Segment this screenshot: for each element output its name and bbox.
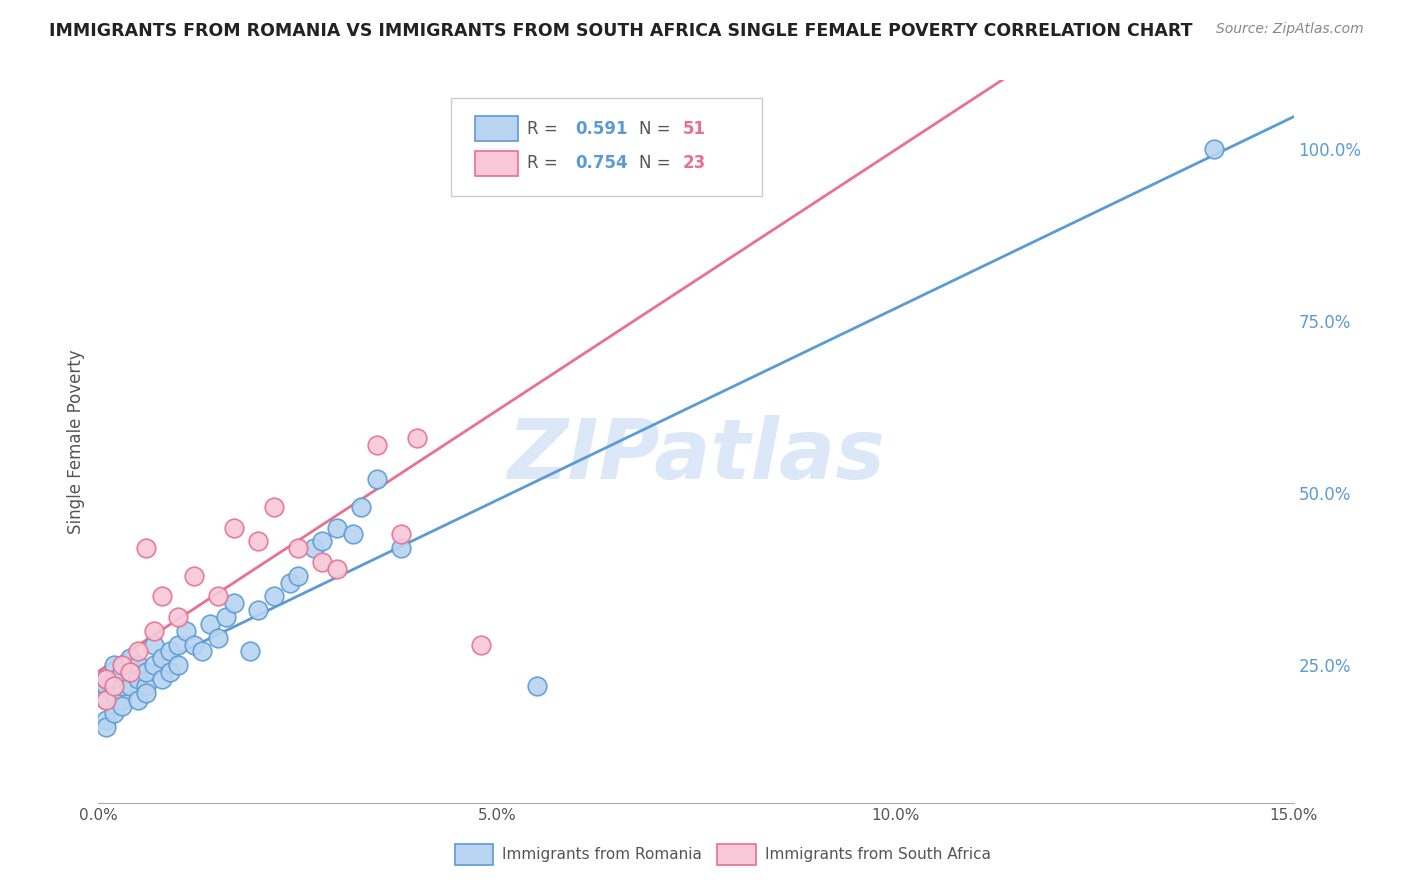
Point — [111, 665, 134, 679]
Point — [127, 658, 149, 673]
Point — [470, 638, 492, 652]
Point — [135, 686, 157, 700]
Text: N =: N = — [638, 120, 675, 137]
Point — [263, 500, 285, 514]
Point — [103, 672, 125, 686]
FancyBboxPatch shape — [454, 845, 494, 865]
Point — [167, 658, 190, 673]
Point — [96, 692, 118, 706]
Text: 0.754: 0.754 — [575, 154, 628, 172]
Point — [311, 555, 333, 569]
FancyBboxPatch shape — [451, 98, 762, 196]
Point — [159, 644, 181, 658]
Point — [167, 638, 190, 652]
Point — [111, 692, 134, 706]
Point — [103, 658, 125, 673]
Text: R =: R = — [527, 120, 564, 137]
Point — [263, 590, 285, 604]
Text: 0.591: 0.591 — [575, 120, 627, 137]
Point — [174, 624, 197, 638]
Point — [103, 706, 125, 721]
FancyBboxPatch shape — [475, 151, 517, 176]
Point — [96, 692, 118, 706]
Point — [143, 658, 166, 673]
Point — [326, 562, 349, 576]
Point — [150, 672, 173, 686]
Point — [246, 603, 269, 617]
Point — [287, 568, 309, 582]
Point — [150, 651, 173, 665]
Point — [135, 665, 157, 679]
Point — [135, 679, 157, 693]
Point — [111, 679, 134, 693]
Text: R =: R = — [527, 154, 564, 172]
Point — [350, 500, 373, 514]
Point — [1202, 142, 1225, 156]
Point — [120, 651, 142, 665]
FancyBboxPatch shape — [717, 845, 756, 865]
Point — [135, 541, 157, 556]
Point — [207, 590, 229, 604]
Text: Source: ZipAtlas.com: Source: ZipAtlas.com — [1216, 22, 1364, 37]
Point — [120, 665, 142, 679]
Point — [207, 631, 229, 645]
Point — [96, 720, 118, 734]
Point — [96, 672, 118, 686]
Point — [111, 658, 134, 673]
Point — [311, 534, 333, 549]
Point — [143, 624, 166, 638]
Point — [159, 665, 181, 679]
Text: Immigrants from South Africa: Immigrants from South Africa — [765, 847, 991, 863]
Y-axis label: Single Female Poverty: Single Female Poverty — [66, 350, 84, 533]
Point — [103, 686, 125, 700]
Point — [111, 699, 134, 714]
Point — [120, 679, 142, 693]
Point — [342, 527, 364, 541]
Point — [96, 679, 118, 693]
Text: IMMIGRANTS FROM ROMANIA VS IMMIGRANTS FROM SOUTH AFRICA SINGLE FEMALE POVERTY CO: IMMIGRANTS FROM ROMANIA VS IMMIGRANTS FR… — [49, 22, 1192, 40]
Point — [389, 527, 412, 541]
Point — [406, 431, 429, 445]
Point — [302, 541, 325, 556]
Point — [366, 472, 388, 486]
Point — [222, 596, 245, 610]
FancyBboxPatch shape — [475, 117, 517, 141]
Point — [191, 644, 214, 658]
Point — [215, 610, 238, 624]
Point — [278, 575, 301, 590]
Point — [143, 638, 166, 652]
Point — [103, 679, 125, 693]
Text: 23: 23 — [683, 154, 706, 172]
Point — [685, 142, 707, 156]
Point — [150, 590, 173, 604]
Point — [239, 644, 262, 658]
Point — [198, 616, 221, 631]
Point — [246, 534, 269, 549]
Point — [526, 679, 548, 693]
Text: ZIPatlas: ZIPatlas — [508, 416, 884, 497]
Text: 51: 51 — [683, 120, 706, 137]
Point — [96, 672, 118, 686]
Point — [326, 520, 349, 534]
Point — [183, 568, 205, 582]
Point — [96, 713, 118, 727]
Point — [287, 541, 309, 556]
Point — [183, 638, 205, 652]
Point — [167, 610, 190, 624]
Point — [127, 692, 149, 706]
Point — [222, 520, 245, 534]
Point — [127, 672, 149, 686]
Point — [366, 438, 388, 452]
Point — [120, 665, 142, 679]
Text: Immigrants from Romania: Immigrants from Romania — [502, 847, 702, 863]
Point — [127, 644, 149, 658]
Point — [389, 541, 412, 556]
Text: N =: N = — [638, 154, 675, 172]
